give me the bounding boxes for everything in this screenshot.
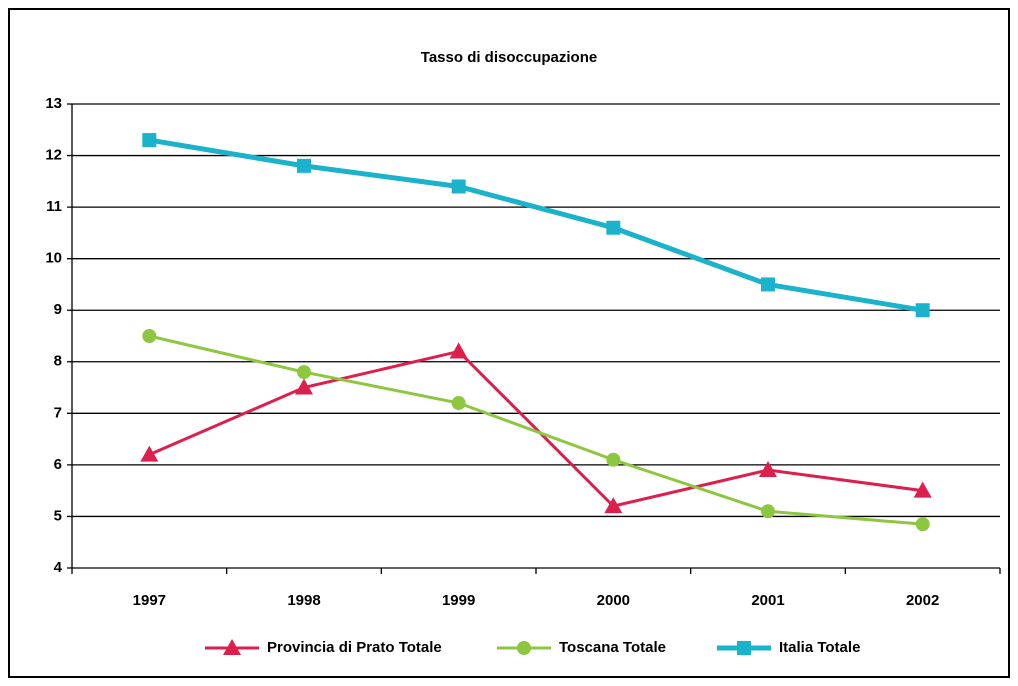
y-tick-label: 7 xyxy=(54,404,62,421)
marker xyxy=(297,158,311,173)
marker xyxy=(449,342,468,359)
marker xyxy=(142,133,157,148)
marker xyxy=(915,303,930,318)
marker xyxy=(297,365,311,380)
marker xyxy=(451,396,466,411)
x-tick-label: 2001 xyxy=(751,592,784,609)
chart-frame xyxy=(8,8,1010,678)
legend-label: Toscana Totale xyxy=(559,639,666,656)
marker xyxy=(761,277,775,292)
x-tick-label: 2000 xyxy=(597,592,630,609)
x-tick-label: 1998 xyxy=(287,592,320,609)
marker xyxy=(604,497,623,514)
marker xyxy=(913,481,932,498)
marker xyxy=(737,641,751,655)
marker xyxy=(759,461,777,478)
y-tick-label: 9 xyxy=(54,301,62,318)
series-line xyxy=(148,137,924,313)
y-tick-label: 13 xyxy=(45,95,62,112)
x-tick-label: 1999 xyxy=(442,592,475,609)
y-tick-label: 4 xyxy=(54,559,63,576)
series-line xyxy=(148,334,923,526)
marker xyxy=(295,378,313,395)
x-tick-label: 2002 xyxy=(906,592,939,609)
series-line xyxy=(148,349,923,508)
marker xyxy=(915,517,930,532)
y-tick-label: 6 xyxy=(54,456,62,473)
marker xyxy=(223,639,241,655)
legend-label: Italia Totale xyxy=(779,639,860,656)
y-tick-label: 11 xyxy=(46,198,62,215)
chart-title: Tasso di disoccupazione xyxy=(421,49,597,66)
marker xyxy=(606,452,621,467)
marker xyxy=(142,329,157,343)
y-tick-label: 12 xyxy=(45,147,62,164)
marker xyxy=(517,641,531,655)
x-tick-label: 1997 xyxy=(133,592,166,609)
marker xyxy=(451,179,466,194)
y-tick-label: 10 xyxy=(45,250,62,267)
legend-label: Provincia di Prato Totale xyxy=(267,639,442,656)
marker xyxy=(606,220,621,235)
marker xyxy=(140,445,159,462)
y-tick-label: 8 xyxy=(54,353,62,370)
marker xyxy=(761,504,775,519)
y-tick-label: 5 xyxy=(54,507,62,524)
